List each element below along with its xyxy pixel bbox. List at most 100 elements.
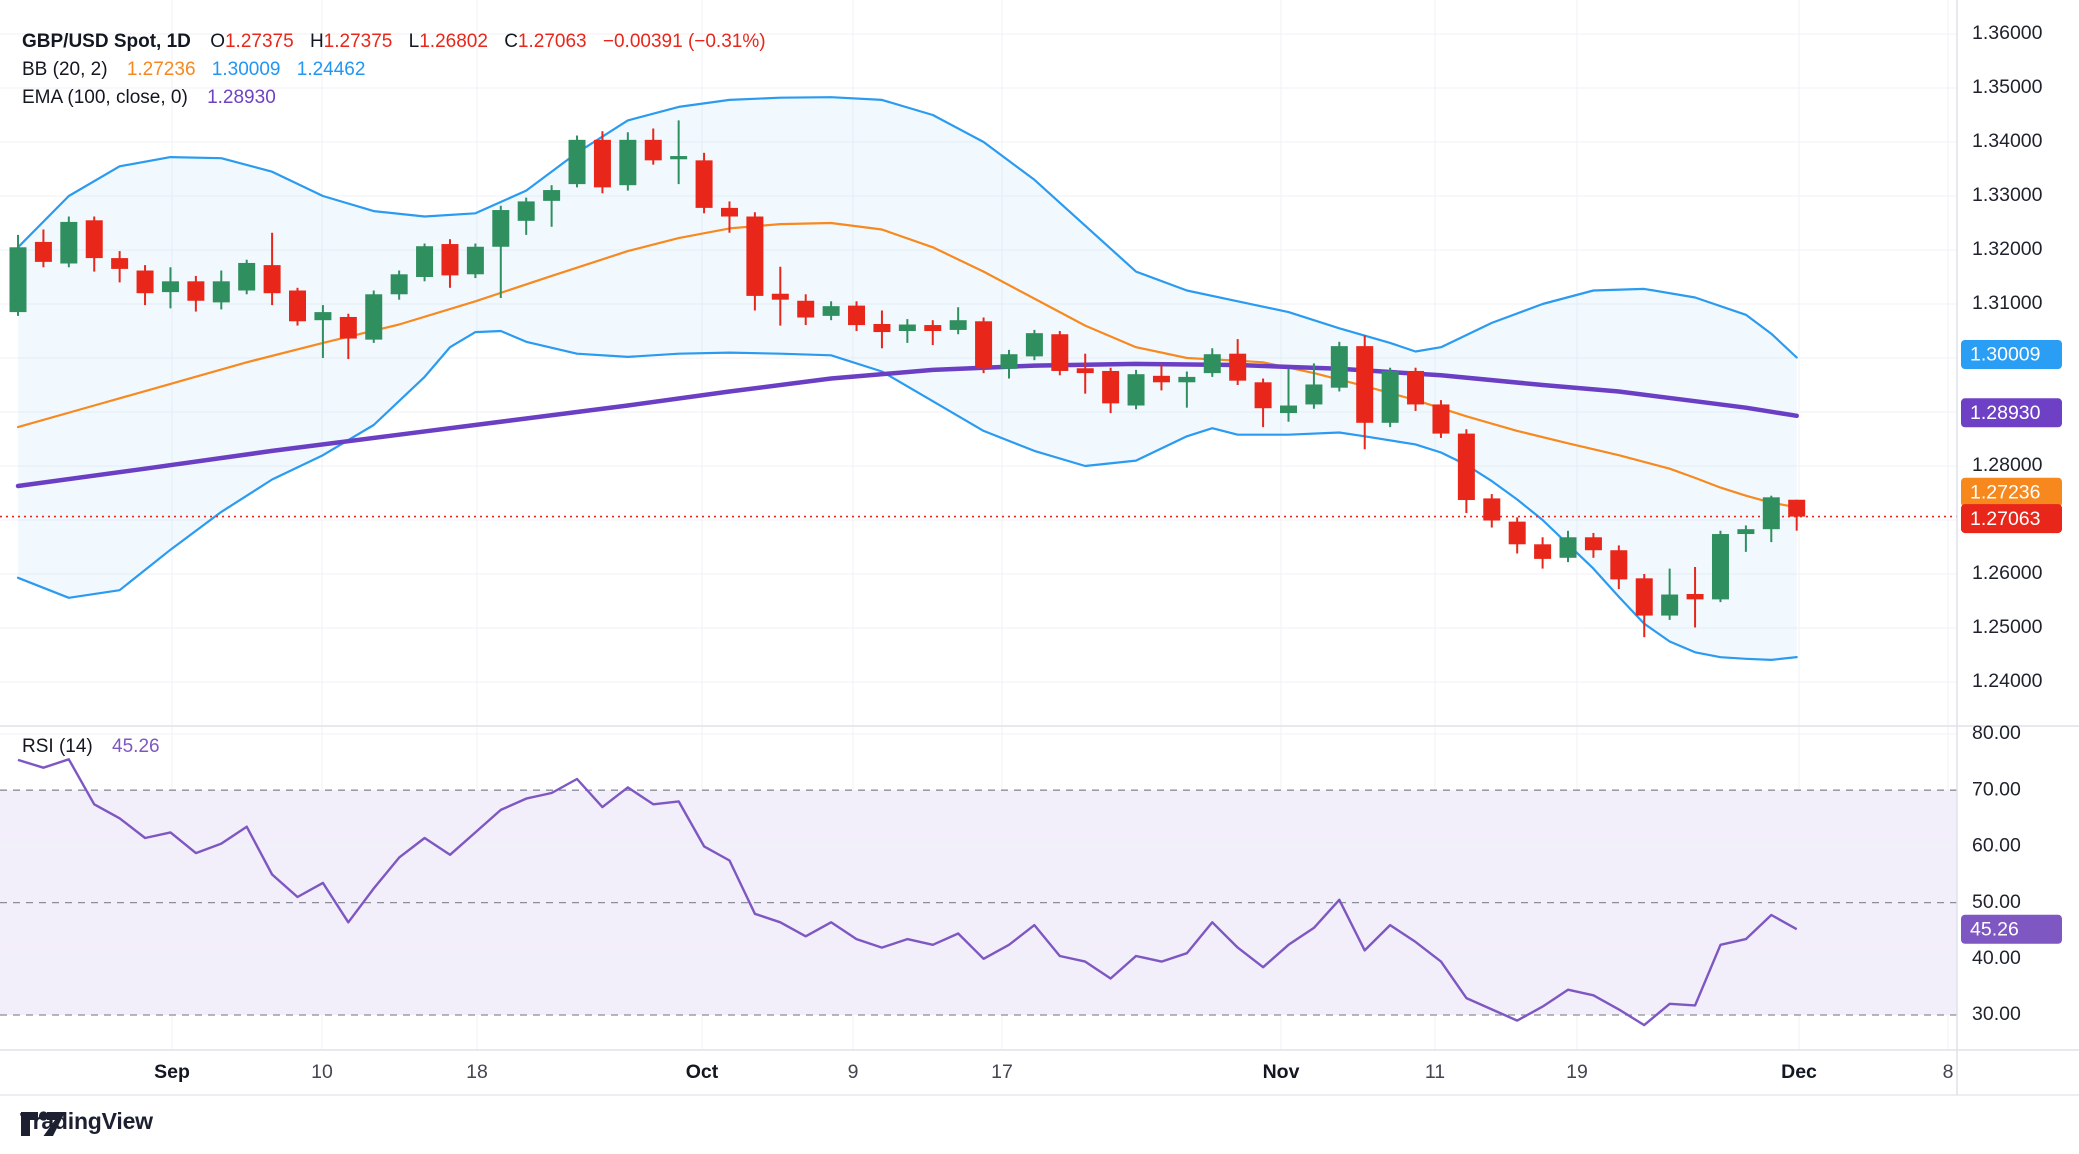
candle-body[interactable] [466,246,484,275]
candle-body[interactable] [1686,593,1704,600]
candle-body[interactable] [517,201,535,221]
tradingview-logo[interactable]: TradingView [20,1108,153,1136]
candle-body[interactable] [365,294,383,340]
candle-body[interactable] [1025,333,1043,357]
candle-body[interactable] [746,216,764,296]
candle-body[interactable] [9,247,27,313]
candle-body[interactable] [1102,370,1120,404]
candle-body[interactable] [1483,498,1501,521]
candle-body[interactable] [797,300,815,318]
candle-body[interactable] [822,306,840,316]
time-axis-label[interactable]: 18 [466,1061,488,1083]
candle-body[interactable] [1229,353,1247,381]
candle-body[interactable] [416,246,434,277]
candle-body[interactable] [85,220,103,259]
candle-body[interactable] [975,321,993,369]
candle-body[interactable] [619,139,637,186]
candle-body[interactable] [873,323,891,333]
candle-body[interactable] [1051,334,1069,371]
candle-body[interactable] [1788,499,1806,517]
candle-body[interactable] [695,160,713,208]
time-axis-label[interactable]: 8 [1943,1061,1954,1083]
candle-body[interactable] [1457,433,1475,501]
price-axis-label: 1.26000 [1972,562,2043,584]
candle-body[interactable] [289,290,307,322]
candle-body[interactable] [771,293,789,300]
candle-body[interactable] [136,270,154,294]
time-axis-label[interactable]: 19 [1566,1061,1588,1083]
candle-body[interactable] [1432,404,1450,434]
candle-body[interactable] [1203,354,1221,374]
time-axis-label[interactable]: Dec [1781,1061,1817,1083]
time-axis-label[interactable]: 11 [1425,1061,1445,1083]
candle-body[interactable] [593,139,611,188]
time-axis-label[interactable]: Sep [154,1061,190,1083]
candle-body[interactable] [1076,368,1094,374]
candle-body[interactable] [1254,382,1272,409]
candle-body[interactable] [1661,594,1679,616]
candle-body[interactable] [339,316,357,339]
candle-body[interactable] [263,265,281,294]
candle-body[interactable] [949,320,967,330]
bb-label: BB (20, 2) [22,59,108,80]
candle-body[interactable] [60,221,78,264]
candle-body[interactable] [111,258,129,269]
legend-rsi-row[interactable]: RSI (14) 45.26 [22,736,160,758]
candle-body[interactable] [492,210,510,247]
legend-symbol-row[interactable]: GBP/USD Spot, 1D O1.27375 H1.27375 L1.26… [22,28,766,56]
bb-lower-value: 1.24462 [296,59,366,80]
candle-body[interactable] [1381,370,1399,423]
candle-body[interactable] [1610,550,1628,580]
candle-body[interactable] [1000,354,1018,369]
bb-upper-value: 1.30009 [211,59,281,80]
candle-body[interactable] [187,281,205,301]
candle-body[interactable] [441,244,459,276]
candle-body[interactable] [720,207,738,217]
candle-body[interactable] [1127,374,1145,406]
candle-body[interactable] [670,156,688,160]
candle-body[interactable] [1305,384,1323,405]
time-axis-label[interactable]: 10 [311,1061,333,1083]
candle-body[interactable] [1152,375,1170,383]
time-axis-label[interactable]: Oct [686,1061,719,1083]
price-badge [1961,504,2062,534]
price-axis-label: 1.28000 [1972,454,2043,476]
candle-body[interactable] [1584,537,1602,551]
candle-body[interactable] [1280,405,1297,414]
rsi-axis-label: 70.00 [1972,778,2021,800]
candle-body[interactable] [1508,521,1526,545]
candle-body[interactable] [543,190,561,201]
legend-main: GBP/USD Spot, 1D O1.27375 H1.27375 L1.26… [22,28,766,112]
legend-bb-row[interactable]: BB (20, 2) 1.27236 1.30009 1.24462 [22,56,766,84]
candle-body[interactable] [1737,529,1755,535]
time-axis-label[interactable]: Nov [1263,1061,1300,1083]
candle-body[interactable] [1635,578,1653,616]
candle-body[interactable] [1330,346,1348,388]
time-axis-label[interactable]: 9 [848,1061,859,1083]
candle-body[interactable] [390,274,408,295]
candle-body[interactable] [161,281,179,293]
candle-body[interactable] [1178,376,1196,383]
bollinger-basis-line [16,221,1798,509]
candle-body[interactable] [1559,537,1577,558]
candle-body[interactable] [924,325,942,331]
candle-body[interactable] [1356,346,1374,423]
candle-body[interactable] [568,139,586,185]
candle-body[interactable] [848,305,866,326]
candle-body[interactable] [34,241,52,262]
candle-body[interactable] [1407,370,1425,405]
candle-body[interactable] [212,281,230,303]
candle-body[interactable] [238,262,256,291]
legend-ema-row[interactable]: EMA (100, close, 0) 1.28930 [22,84,766,112]
candle-body[interactable] [314,312,332,321]
candle-body[interactable] [898,324,916,331]
candle-body[interactable] [1711,534,1729,600]
price-axis-label: 1.34000 [1972,130,2043,152]
time-axis-label[interactable]: 17 [991,1061,1013,1083]
candle-body[interactable] [1762,497,1780,530]
bollinger-lower-line [16,329,1798,662]
candle-body[interactable] [1534,544,1552,559]
ema-value: 1.28930 [207,87,276,108]
candle-body[interactable] [644,139,662,161]
